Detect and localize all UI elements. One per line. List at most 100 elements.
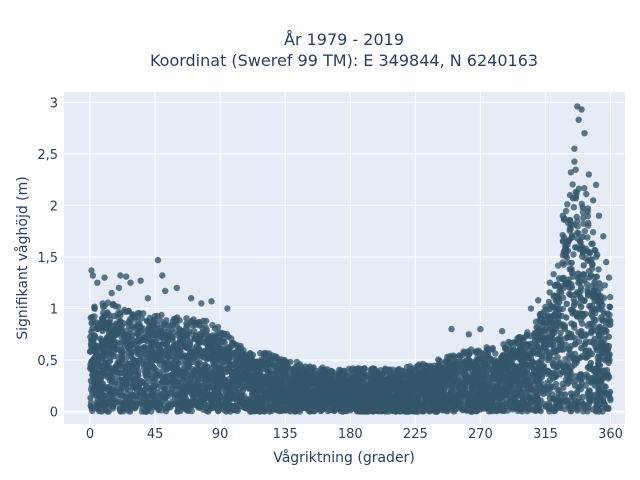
data-point <box>599 342 606 350</box>
data-point <box>568 284 576 291</box>
data-point <box>117 407 124 414</box>
data-point <box>171 380 178 388</box>
data-point <box>579 204 586 211</box>
data-point <box>599 316 606 323</box>
data-point <box>527 340 534 347</box>
data-point <box>189 322 196 329</box>
data-point <box>117 348 124 355</box>
data-point <box>584 322 591 329</box>
data-point <box>273 353 280 361</box>
data-point <box>222 346 229 353</box>
data-point <box>171 320 178 327</box>
data-point <box>565 279 572 286</box>
data-point <box>118 353 125 361</box>
data-point <box>87 402 94 410</box>
data-point <box>488 359 496 366</box>
data-point <box>196 359 203 366</box>
data-point <box>568 232 576 239</box>
data-point <box>595 325 603 332</box>
data-point <box>117 340 124 347</box>
data-point <box>310 364 317 371</box>
data-point <box>580 262 587 269</box>
data-point <box>550 356 557 364</box>
data-point <box>590 316 598 323</box>
data-point <box>95 407 103 415</box>
data-point <box>171 391 178 399</box>
data-point <box>175 404 182 411</box>
data-point <box>476 375 483 383</box>
data-point <box>572 188 579 196</box>
data-point <box>361 365 368 372</box>
data-point <box>475 347 482 354</box>
data-point <box>588 240 595 247</box>
data-point <box>499 365 506 373</box>
data-point <box>581 340 589 348</box>
data-point <box>555 336 562 343</box>
data-point <box>578 344 585 352</box>
data-point <box>376 403 384 411</box>
data-point <box>164 328 172 335</box>
data-point <box>108 396 115 403</box>
data-point <box>163 317 170 324</box>
data-point <box>146 321 153 328</box>
data-point <box>282 397 289 404</box>
data-point <box>147 344 154 351</box>
data-point <box>211 325 219 332</box>
data-point <box>532 318 540 325</box>
data-point <box>482 374 490 381</box>
data-point <box>451 371 459 378</box>
data-point <box>456 352 463 359</box>
data-point <box>293 358 300 366</box>
data-point <box>137 356 144 363</box>
data-point <box>601 389 609 396</box>
data-point <box>523 405 530 412</box>
data-point <box>589 260 596 268</box>
data-point <box>447 388 454 395</box>
data-point <box>595 381 602 388</box>
data-point <box>216 366 224 373</box>
data-point <box>529 349 537 356</box>
data-point <box>523 331 531 339</box>
data-point <box>555 262 562 269</box>
data-point <box>190 327 198 335</box>
data-points <box>86 103 614 415</box>
data-point <box>583 190 590 198</box>
data-point <box>591 278 598 286</box>
data-point <box>128 316 135 324</box>
data-point <box>594 251 601 258</box>
data-point <box>219 331 226 338</box>
data-point <box>574 398 581 406</box>
data-point <box>150 387 157 394</box>
data-point <box>216 343 223 351</box>
data-point <box>564 201 571 208</box>
data-point <box>577 284 585 291</box>
data-point <box>566 367 573 375</box>
data-point <box>127 325 135 333</box>
data-point <box>114 303 122 310</box>
data-point <box>221 407 228 414</box>
data-point <box>110 300 117 308</box>
data-point <box>348 367 355 374</box>
data-point <box>559 231 566 239</box>
data-point <box>570 221 578 228</box>
data-point <box>150 382 157 389</box>
data-point <box>366 374 374 382</box>
data-point <box>477 386 484 393</box>
data-point <box>584 205 592 212</box>
data-point <box>506 370 513 377</box>
data-point <box>108 351 115 358</box>
data-point <box>569 306 576 314</box>
data-point <box>277 407 284 414</box>
data-point <box>586 249 593 256</box>
chart-title-line1: År 1979 - 2019 <box>284 30 404 49</box>
data-point <box>549 342 556 349</box>
data-point <box>572 291 579 298</box>
data-point <box>188 317 196 324</box>
data-point <box>99 327 106 335</box>
data-point <box>201 363 208 371</box>
data-point <box>426 401 433 409</box>
data-point <box>562 355 569 363</box>
data-point <box>580 220 587 227</box>
data-point <box>118 322 125 330</box>
data-point <box>477 381 484 388</box>
